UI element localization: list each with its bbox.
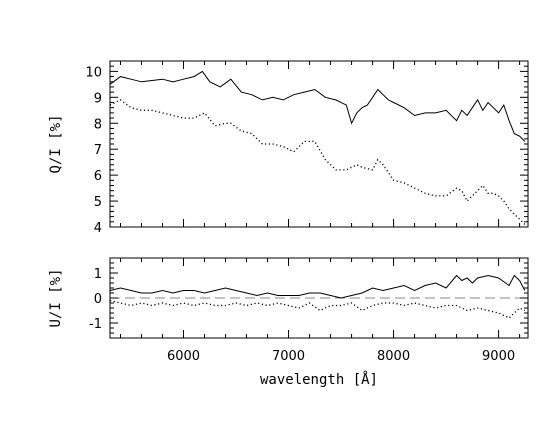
bottom-series-solid-line bbox=[109, 274, 526, 299]
x-tick-label: 7000 bbox=[272, 349, 305, 364]
bottom-panel-ylabel: U/I [%] bbox=[48, 268, 64, 327]
top-y-tick-label: 5 bbox=[94, 195, 102, 210]
top-panel-qi: 4 5 6 7 8 9 10 Q/I [%] bbox=[48, 60, 529, 236]
top-panel-ylabel: Q/I [%] bbox=[48, 114, 64, 173]
top-y-tick-label: 9 bbox=[94, 91, 102, 106]
bottom-panel-series bbox=[109, 274, 526, 319]
top-y-tick-label: 10 bbox=[85, 65, 102, 80]
top-y-tick-label: 7 bbox=[94, 143, 102, 158]
top-panel-frame bbox=[109, 60, 529, 228]
bottom-series-dotted-line bbox=[109, 299, 526, 319]
top-y-tick-label: 8 bbox=[94, 117, 102, 132]
top-series-solid-line bbox=[109, 70, 526, 142]
top-panel-series bbox=[109, 70, 526, 225]
top-series-dotted-line bbox=[109, 99, 526, 225]
top-y-tick-label: 6 bbox=[94, 169, 102, 184]
top-panel-x-ticks bbox=[120, 61, 521, 227]
x-axis-label: wavelength [Å] bbox=[260, 371, 378, 388]
bottom-y-tick-label: 0 bbox=[94, 292, 102, 307]
x-tick-label: 9000 bbox=[482, 349, 515, 364]
bottom-panel-y-ticks: -1 0 1 bbox=[89, 257, 528, 339]
top-y-tick-label: 4 bbox=[94, 221, 102, 236]
top-panel-y-ticks: 4 5 6 7 8 9 10 bbox=[85, 60, 528, 236]
bottom-panel-x-ticks: 6000 7000 8000 9000 bbox=[120, 258, 521, 364]
bottom-y-tick-label: -1 bbox=[89, 317, 102, 332]
bottom-panel-ui: 6000 7000 8000 9000 -1 0 1 U/I [%] wavelength… bbox=[48, 257, 529, 388]
x-tick-label: 8000 bbox=[377, 349, 410, 364]
x-tick-label: 6000 bbox=[167, 349, 200, 364]
bottom-y-tick-label: 1 bbox=[94, 267, 102, 282]
